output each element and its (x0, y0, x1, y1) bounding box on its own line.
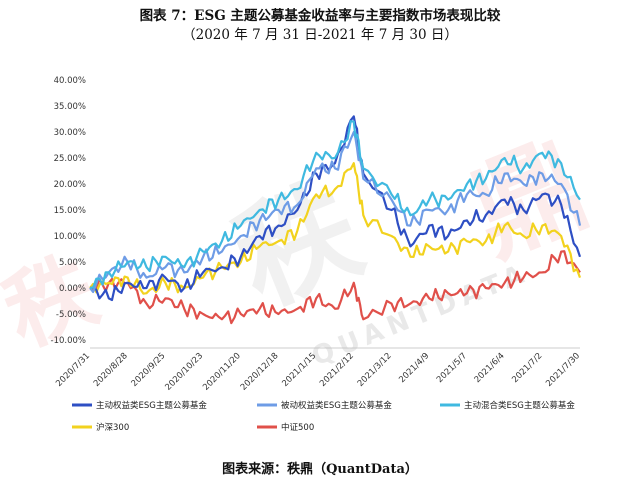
x-tick-label: 2020/10/23 (163, 351, 205, 393)
x-tick-label: 2020/11/20 (201, 351, 243, 393)
y-tick-label: 25.00% (54, 154, 86, 164)
series-line (89, 115, 582, 302)
chart-title: 图表 7：ESG 主题公募基金收益率与主要指数市场表现比较 (139, 8, 501, 24)
y-tick-label: 35.00% (54, 102, 86, 112)
y-tick-label: -10.00% (51, 336, 86, 346)
x-tick-label: 2021/5/7 (435, 351, 469, 385)
x-tick-label: 2021/6/4 (473, 351, 507, 385)
y-tick-label: 10.00% (54, 232, 86, 242)
chart-source: 图表来源：秩鼎（QuantData） (222, 462, 418, 477)
y-tick-label: 40.00% (54, 76, 86, 86)
x-tick-label: 2021/7/2 (510, 351, 544, 385)
legend-label: 被动权益类ESG主题公募基金 (281, 400, 392, 411)
legend-label: 主动权益类ESG主题公募基金 (96, 400, 207, 411)
legend-label: 中证500 (281, 422, 314, 433)
y-tick-label: 5.00% (59, 258, 86, 268)
legend-label: 沪深300 (96, 422, 129, 433)
series-line (89, 120, 581, 290)
series-line (89, 162, 582, 295)
y-tick-label: 15.00% (54, 206, 86, 216)
series-line (89, 250, 581, 325)
series-line (89, 130, 582, 294)
legend-label: 主动混合类ESG主题公募基金 (464, 400, 575, 411)
x-tick-label: 2021/4/9 (397, 351, 431, 385)
x-tick-label: 2021/3/12 (356, 351, 394, 389)
y-tick-label: -5.00% (56, 310, 86, 320)
chart-subtitle: （2020 年 7 月 31 日-2021 年 7 月 30 日） (182, 27, 458, 43)
x-tick-label: 2020/12/18 (239, 351, 281, 393)
y-tick-label: 20.00% (54, 180, 86, 190)
x-tick-label: 2020/8/28 (92, 351, 130, 389)
x-tick-label: 2020/7/31 (54, 351, 92, 389)
y-tick-label: 30.00% (54, 128, 86, 138)
x-tick-label: 2021/1/15 (280, 351, 318, 389)
x-tick-label: 2020/9/25 (130, 351, 168, 389)
x-tick-label: 2021/2/12 (318, 351, 356, 389)
x-tick-label: 2021/7/30 (544, 351, 582, 389)
y-tick-label: 0.00% (59, 284, 86, 294)
